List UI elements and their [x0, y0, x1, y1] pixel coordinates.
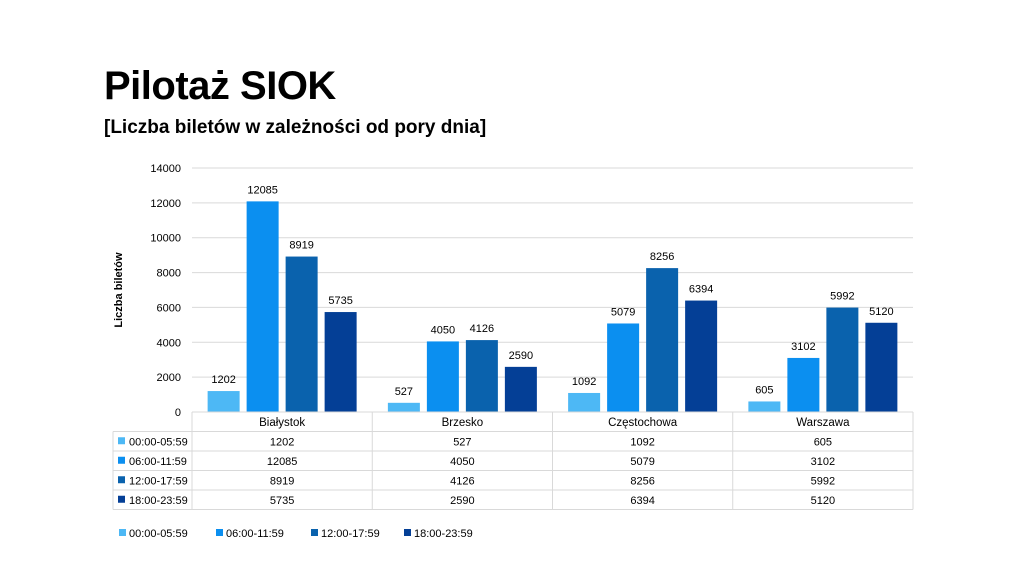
table-cell: 1202: [270, 436, 294, 448]
table-series-name: 12:00-17:59: [129, 475, 188, 487]
table-cell: 5992: [811, 475, 835, 487]
legend-label: 00:00-05:59: [129, 528, 188, 540]
bar: [387, 402, 420, 412]
bar: [568, 392, 601, 412]
table-series-name: 18:00-23:59: [129, 495, 188, 507]
data-label: 5735: [328, 295, 352, 307]
y-tick-label: 14000: [150, 163, 181, 175]
bar: [865, 322, 898, 412]
table-cell: 8919: [270, 475, 294, 487]
x-category-label: Warszawa: [796, 417, 850, 429]
data-label: 1092: [572, 376, 596, 388]
bar: [465, 340, 498, 412]
y-tick-label: 2000: [157, 372, 181, 384]
bar: [787, 357, 820, 412]
bar: [426, 341, 459, 412]
y-tick-label: 10000: [150, 233, 181, 245]
table-cell: 8256: [630, 475, 654, 487]
table-series-name: 00:00-05:59: [129, 436, 188, 448]
legend-key: [119, 529, 126, 536]
table-legend-key: [118, 495, 125, 503]
bar: [324, 312, 357, 412]
x-category-label: Białystok: [259, 417, 305, 429]
x-category-label: Częstochowa: [608, 417, 678, 429]
data-label: 12085: [247, 184, 278, 196]
bar: [504, 366, 537, 412]
data-label: 1202: [211, 374, 235, 386]
bar: [646, 268, 679, 412]
bar: [826, 307, 859, 412]
y-tick-label: 12000: [150, 198, 181, 210]
data-label: 4126: [470, 323, 494, 335]
table-cell: 5120: [811, 495, 835, 507]
bar: [685, 300, 718, 412]
y-tick-label: 0: [175, 407, 181, 419]
table-cell: 2590: [450, 495, 474, 507]
table-cell: 12085: [267, 456, 298, 468]
legend-label: 06:00-11:59: [226, 528, 284, 540]
data-label: 5079: [611, 306, 635, 318]
table-series-name: 06:00-11:59: [129, 456, 187, 468]
data-label: 2590: [509, 350, 533, 362]
bar: [285, 256, 318, 412]
legend-label: 12:00-17:59: [321, 528, 380, 540]
table-legend-key: [118, 476, 125, 484]
table-cell: 1092: [630, 436, 654, 448]
table-cell: 4050: [450, 456, 474, 468]
data-label: 5120: [869, 306, 893, 318]
table-cell: 5735: [270, 495, 294, 507]
y-tick-label: 8000: [157, 268, 181, 280]
x-category-label: Brzesko: [442, 417, 484, 429]
legend-key: [216, 529, 223, 536]
legend-label: 18:00-23:59: [414, 528, 473, 540]
table-cell: 605: [814, 436, 832, 448]
table-cell: 3102: [811, 456, 835, 468]
y-tick-label: 6000: [157, 302, 181, 314]
table-legend-key: [118, 437, 125, 445]
table-cell: 527: [453, 436, 471, 448]
slide-title: Pilotaż SIOK: [104, 64, 336, 108]
data-label: 605: [755, 384, 773, 396]
data-label: 4050: [431, 324, 455, 336]
data-label: 527: [395, 386, 413, 398]
bar: [748, 401, 781, 412]
table-cell: 6394: [630, 495, 654, 507]
legend-key: [311, 529, 318, 536]
y-axis-label: Liczba biletów: [113, 252, 125, 328]
table-cell: 4126: [450, 475, 474, 487]
slide-subtitle: [Liczba biletów w zależności od pory dni…: [104, 117, 487, 138]
data-label: 6394: [689, 284, 713, 296]
table-legend-key: [118, 456, 125, 464]
bar: [207, 391, 240, 412]
bar: [607, 323, 640, 412]
bar: [246, 201, 279, 412]
data-label: 3102: [791, 341, 815, 353]
table-cell: 5079: [630, 456, 654, 468]
y-tick-label: 4000: [157, 337, 181, 349]
data-label: 8919: [289, 240, 313, 252]
data-label: 8256: [650, 251, 674, 263]
legend-key: [404, 529, 411, 536]
data-label: 5992: [830, 291, 854, 303]
